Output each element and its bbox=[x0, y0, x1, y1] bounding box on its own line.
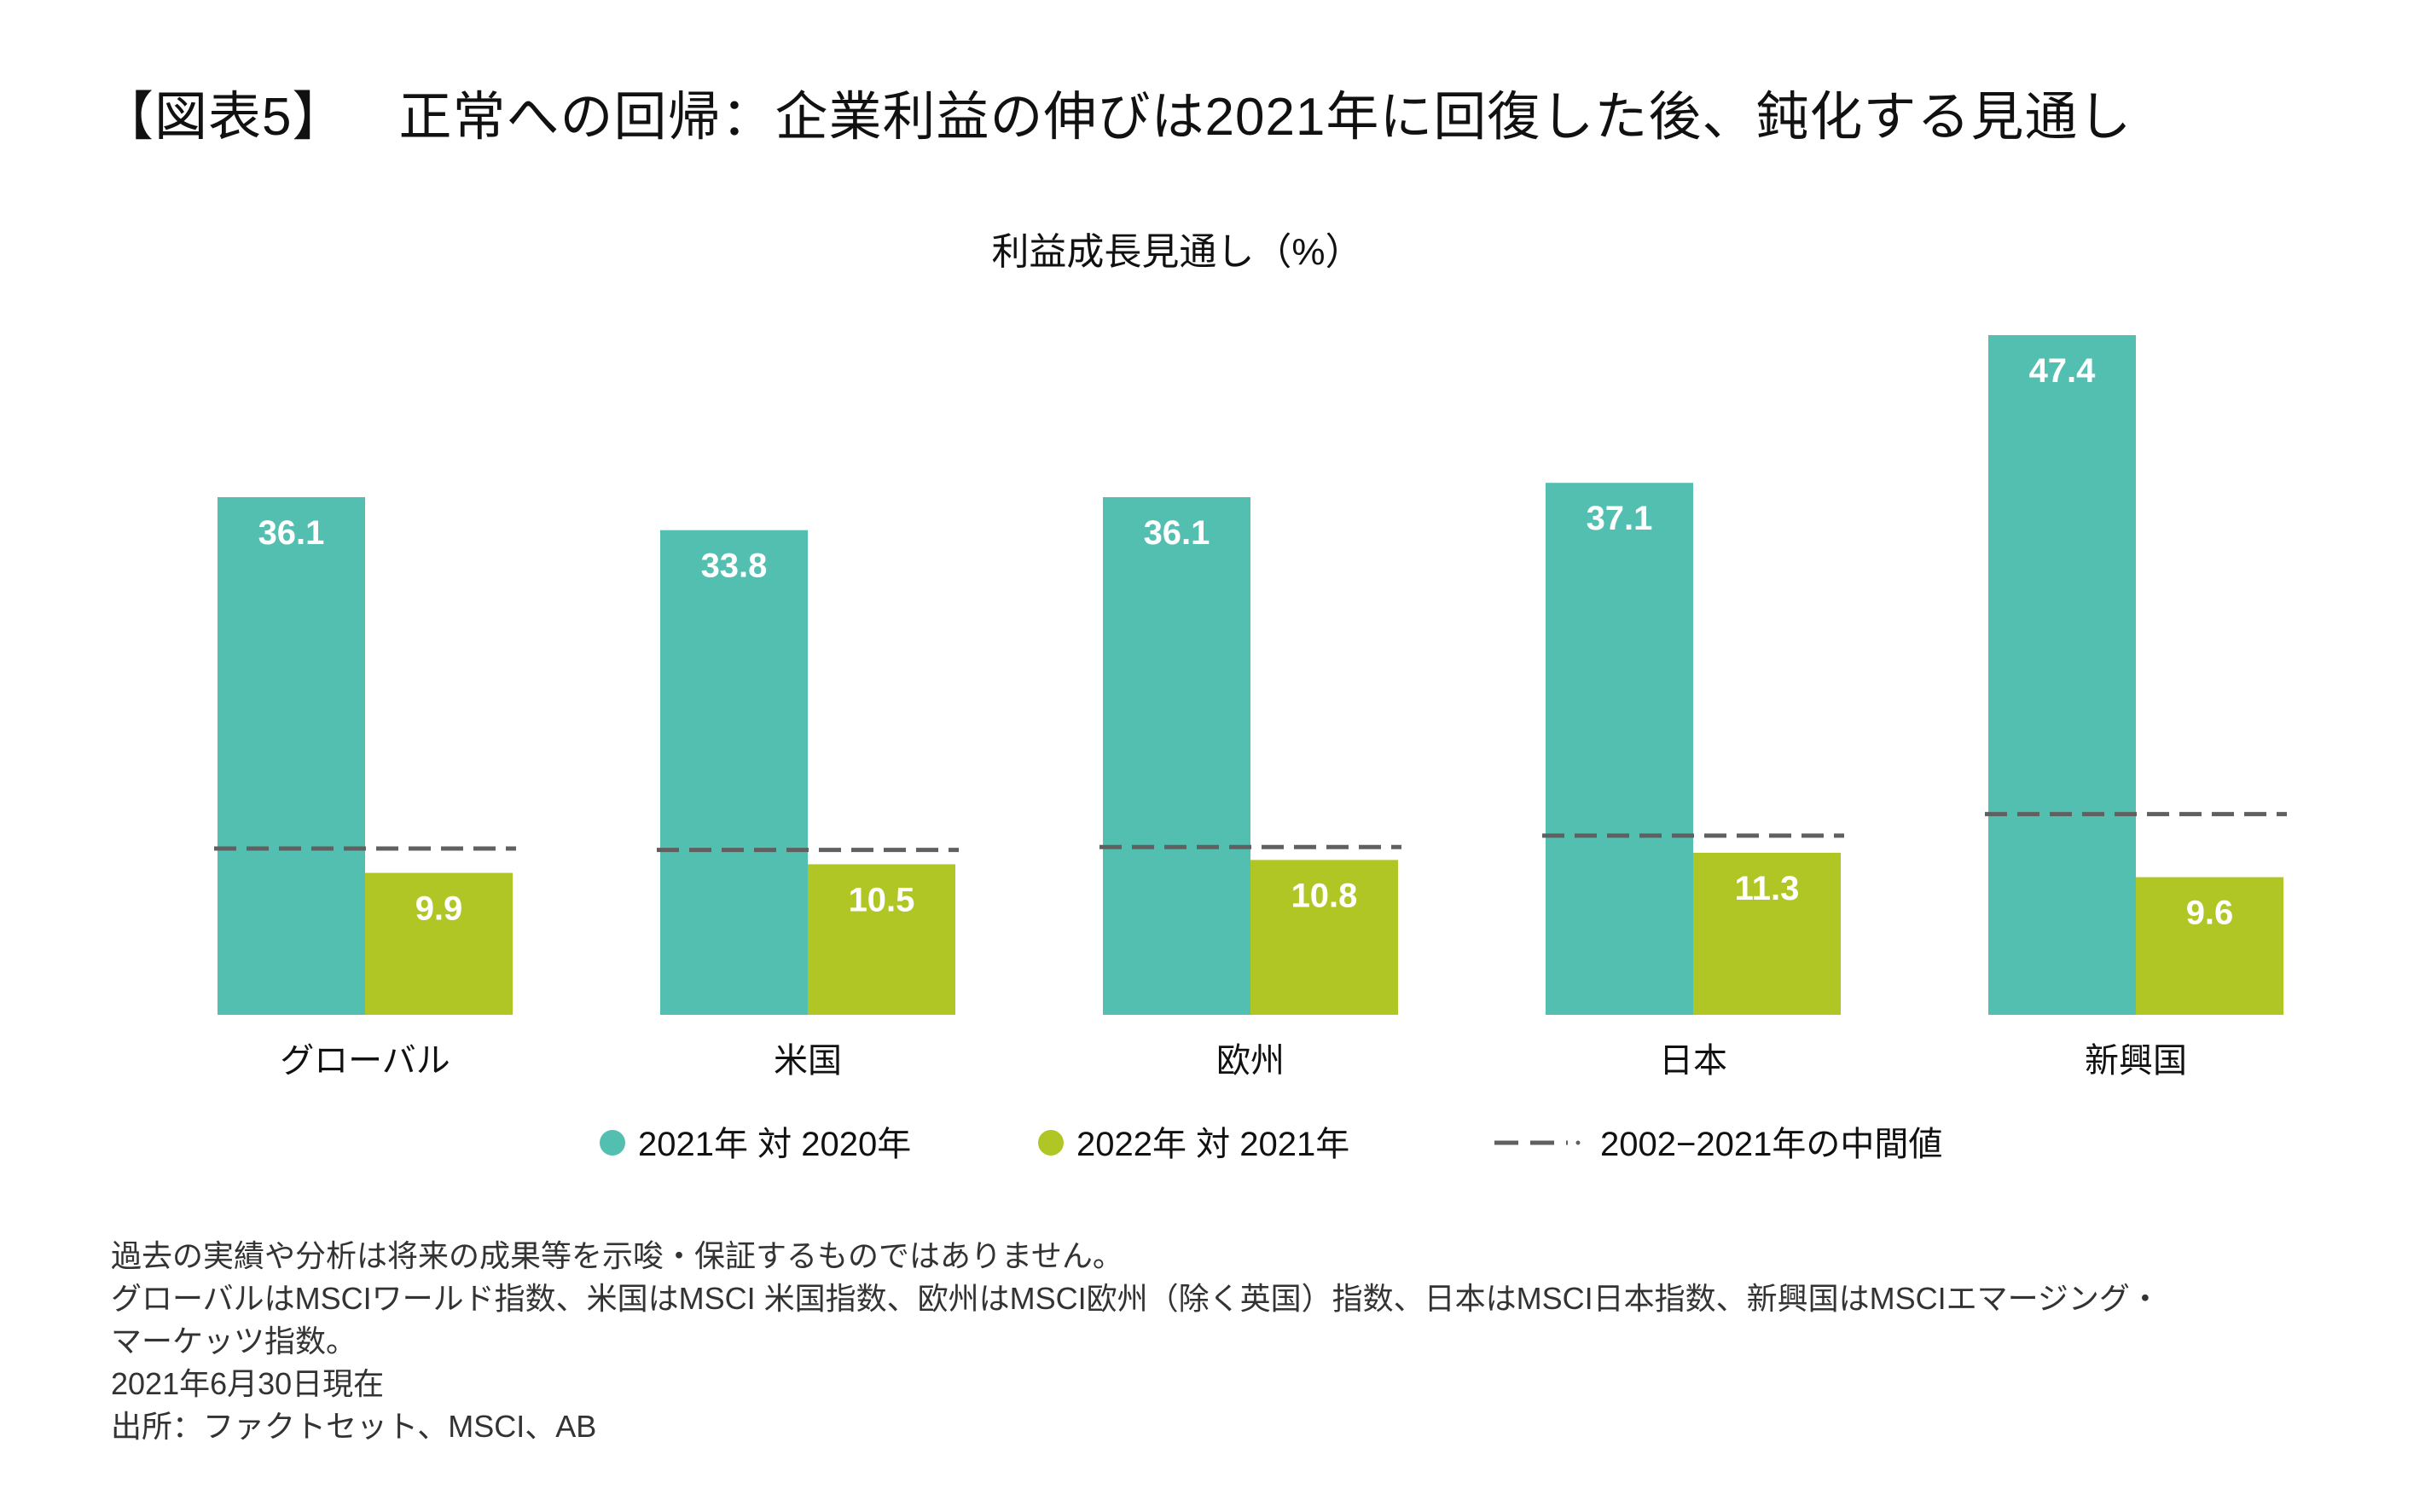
data-label-1-3: 36.1 bbox=[1144, 514, 1210, 552]
legend-label-median: 2002−2021年の中間値 bbox=[1600, 1126, 1942, 1163]
data-label-1-4: 37.1 bbox=[1587, 500, 1653, 537]
legend-swatch-2021 bbox=[600, 1130, 625, 1156]
footnotes: 過去の実績や分析は将来の成果等を示唆・保証するものではありません。 グローバルは… bbox=[111, 1235, 2161, 1448]
data-label-1-5: 47.4 bbox=[2029, 352, 2097, 390]
data-label-1-1: 36.1 bbox=[258, 514, 325, 552]
page-title: 【図表5】 正常への回帰：企業利益の伸びは2021年に回復した後、鈍化する見通し bbox=[101, 73, 2132, 150]
bar-2-4 bbox=[1693, 852, 1841, 1015]
bar-1-2 bbox=[660, 530, 808, 1015]
bar-2-2 bbox=[808, 864, 955, 1015]
category-label-1: グローバル bbox=[280, 1042, 450, 1080]
data-label-2-1: 9.9 bbox=[415, 890, 463, 928]
footnote-source: 出所：ファクトセット、MSCI、AB bbox=[111, 1409, 597, 1444]
footnote-date: 2021年6月30日現在 bbox=[111, 1366, 385, 1401]
bar-2-5 bbox=[2136, 877, 2283, 1015]
chart-title: 利益成長見通し（%） bbox=[991, 231, 1362, 273]
bar-1-5 bbox=[1988, 335, 2136, 1015]
data-label-2-3: 10.8 bbox=[1291, 877, 1358, 914]
bar-1-3 bbox=[1103, 497, 1250, 1015]
data-label-2-4: 11.3 bbox=[1735, 870, 1800, 907]
data-label-2-2: 10.5 bbox=[849, 881, 915, 918]
bar-1-1 bbox=[218, 497, 365, 1015]
legend-swatch-2022 bbox=[1038, 1130, 1064, 1156]
category-label-4: 日本 bbox=[1659, 1042, 1727, 1080]
legend-label-2021: 2021年 対 2020年 bbox=[638, 1126, 911, 1163]
category-label-3: 欧州 bbox=[1216, 1042, 1285, 1080]
legend-label-2022: 2022年 対 2021年 bbox=[1076, 1126, 1349, 1163]
figure-title-text: 正常への回帰：企業利益の伸びは2021年に回復した後、鈍化する見通し bbox=[398, 88, 2132, 147]
footnote-disclaimer: 過去の実績や分析は将来の成果等を示唆・保証するものではありません。 bbox=[111, 1238, 1123, 1273]
category-label-2: 米国 bbox=[774, 1042, 842, 1080]
data-label-1-2: 33.8 bbox=[701, 547, 768, 585]
footnote-index-definitions: グローバルはMSCIワールド指数、米国はMSCI 米国指数、欧州はMSCI欧州（… bbox=[111, 1281, 2161, 1316]
bar-2-1 bbox=[365, 872, 513, 1015]
bar-1-4 bbox=[1546, 483, 1693, 1015]
bar-chart: 利益成長見通し（%） 36.1 9.9 グローバル 33.8 10.5 米国 36.1 10.8… bbox=[214, 231, 2287, 1163]
data-label-2-5: 9.6 bbox=[2186, 895, 2234, 932]
bar-2-3 bbox=[1250, 860, 1398, 1015]
figure-label: 【図表5】 bbox=[101, 88, 346, 147]
footnote-index-definitions-cont: マーケッツ指数。 bbox=[111, 1324, 357, 1358]
legend-swatch-median-dot bbox=[1575, 1140, 1581, 1145]
category-label-5: 新興国 bbox=[2085, 1042, 2187, 1080]
